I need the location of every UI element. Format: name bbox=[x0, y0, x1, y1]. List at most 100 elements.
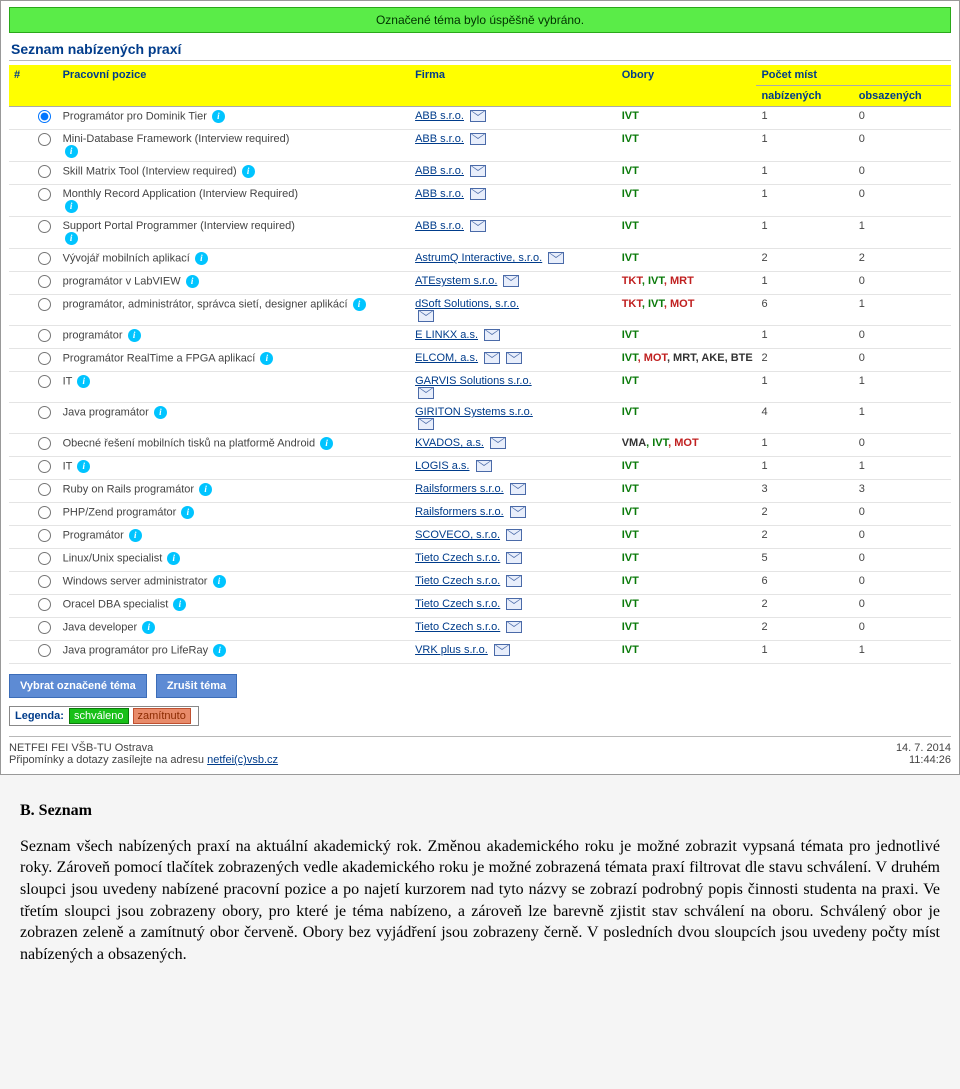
cancel-topic-button[interactable]: Zrušit téma bbox=[156, 674, 237, 698]
row-radio[interactable] bbox=[38, 133, 51, 146]
info-icon[interactable]: i bbox=[353, 298, 366, 311]
mail-icon[interactable] bbox=[548, 252, 564, 264]
info-icon[interactable]: i bbox=[260, 352, 273, 365]
mail-icon[interactable] bbox=[490, 437, 506, 449]
mail-icon[interactable] bbox=[506, 621, 522, 633]
company-link[interactable]: ABB s.r.o. bbox=[415, 110, 464, 122]
mail-icon[interactable] bbox=[484, 352, 500, 364]
company-link[interactable]: LOGIS a.s. bbox=[415, 460, 469, 472]
row-radio-cell bbox=[33, 185, 57, 217]
mail-icon[interactable] bbox=[510, 506, 526, 518]
action-row: Vybrat označené téma Zrušit téma bbox=[9, 674, 951, 698]
info-icon[interactable]: i bbox=[65, 200, 78, 213]
row-radio[interactable] bbox=[38, 406, 51, 419]
row-radio[interactable] bbox=[38, 275, 51, 288]
mail-icon[interactable] bbox=[503, 275, 519, 287]
company-link[interactable]: GARVIS Solutions s.r.o. bbox=[415, 375, 532, 387]
mail-icon[interactable] bbox=[484, 329, 500, 341]
info-icon[interactable]: i bbox=[199, 483, 212, 496]
company-link[interactable]: ABB s.r.o. bbox=[415, 165, 464, 177]
company-link[interactable]: AstrumQ Interactive, s.r.o. bbox=[415, 252, 542, 264]
row-radio[interactable] bbox=[38, 598, 51, 611]
row-radio[interactable] bbox=[38, 329, 51, 342]
info-icon[interactable]: i bbox=[320, 437, 333, 450]
info-icon[interactable]: i bbox=[128, 329, 141, 342]
row-radio[interactable] bbox=[38, 460, 51, 473]
company-link[interactable]: Railsformers s.r.o. bbox=[415, 506, 504, 518]
info-icon[interactable]: i bbox=[213, 644, 226, 657]
internships-table: # Pracovní pozice Firma Obory Počet míst… bbox=[9, 65, 951, 664]
row-radio-cell bbox=[33, 272, 57, 295]
company-link[interactable]: Tieto Czech s.r.o. bbox=[415, 575, 500, 587]
row-radio[interactable] bbox=[38, 529, 51, 542]
mail-icon[interactable] bbox=[418, 310, 434, 322]
mail-icon[interactable] bbox=[418, 387, 434, 399]
company-link[interactable]: VRK plus s.r.o. bbox=[415, 644, 488, 656]
info-icon[interactable]: i bbox=[77, 460, 90, 473]
row-radio[interactable] bbox=[38, 644, 51, 657]
company-link[interactable]: GIRITON Systems s.r.o. bbox=[415, 406, 533, 418]
row-radio[interactable] bbox=[38, 298, 51, 311]
info-icon[interactable]: i bbox=[65, 145, 78, 158]
row-radio[interactable] bbox=[38, 352, 51, 365]
mail-icon[interactable] bbox=[506, 598, 522, 610]
row-radio[interactable] bbox=[38, 437, 51, 450]
row-radio[interactable] bbox=[38, 621, 51, 634]
mail-icon[interactable] bbox=[470, 165, 486, 177]
mail-icon[interactable] bbox=[506, 575, 522, 587]
info-icon[interactable]: i bbox=[142, 621, 155, 634]
info-icon[interactable]: i bbox=[186, 275, 199, 288]
row-radio[interactable] bbox=[38, 252, 51, 265]
company-link[interactable]: SCOVECO, s.r.o. bbox=[415, 529, 500, 541]
mail-icon[interactable] bbox=[510, 483, 526, 495]
company-link[interactable]: ATEsystem s.r.o. bbox=[415, 275, 497, 287]
info-icon[interactable]: i bbox=[173, 598, 186, 611]
mail-icon[interactable] bbox=[506, 529, 522, 541]
mail-icon[interactable] bbox=[506, 552, 522, 564]
company-link[interactable]: ABB s.r.o. bbox=[415, 188, 464, 200]
info-icon[interactable]: i bbox=[154, 406, 167, 419]
row-company: GIRITON Systems s.r.o. bbox=[410, 403, 617, 434]
info-icon[interactable]: i bbox=[65, 232, 78, 245]
company-link[interactable]: Tieto Czech s.r.o. bbox=[415, 552, 500, 564]
mail-icon[interactable] bbox=[494, 644, 510, 656]
company-link[interactable]: Tieto Czech s.r.o. bbox=[415, 621, 500, 633]
info-icon[interactable]: i bbox=[212, 110, 225, 123]
company-link[interactable]: dSoft Solutions, s.r.o. bbox=[415, 298, 519, 310]
company-link[interactable]: ELCOM, a.s. bbox=[415, 352, 478, 364]
mail-icon[interactable] bbox=[476, 460, 492, 472]
row-taken: 0 bbox=[854, 434, 951, 457]
row-radio[interactable] bbox=[38, 506, 51, 519]
company-link[interactable]: KVADOS, a.s. bbox=[415, 437, 484, 449]
mail-icon[interactable] bbox=[470, 220, 486, 232]
company-link[interactable]: Railsformers s.r.o. bbox=[415, 483, 504, 495]
company-link[interactable]: ABB s.r.o. bbox=[415, 133, 464, 145]
select-topic-button[interactable]: Vybrat označené téma bbox=[9, 674, 147, 698]
row-radio[interactable] bbox=[38, 220, 51, 233]
row-radio[interactable] bbox=[38, 375, 51, 388]
row-radio[interactable] bbox=[38, 552, 51, 565]
mail-icon[interactable] bbox=[470, 133, 486, 145]
info-icon[interactable]: i bbox=[129, 529, 142, 542]
mail-icon[interactable] bbox=[506, 352, 522, 364]
row-radio[interactable] bbox=[38, 188, 51, 201]
mail-icon[interactable] bbox=[470, 188, 486, 200]
info-icon[interactable]: i bbox=[195, 252, 208, 265]
info-icon[interactable]: i bbox=[167, 552, 180, 565]
row-radio[interactable] bbox=[38, 110, 51, 123]
row-radio[interactable] bbox=[38, 575, 51, 588]
row-radio[interactable] bbox=[38, 165, 51, 178]
info-icon[interactable]: i bbox=[213, 575, 226, 588]
info-icon[interactable]: i bbox=[242, 165, 255, 178]
company-link[interactable]: ABB s.r.o. bbox=[415, 220, 464, 232]
company-link[interactable]: Tieto Czech s.r.o. bbox=[415, 598, 500, 610]
info-icon[interactable]: i bbox=[181, 506, 194, 519]
info-icon[interactable]: i bbox=[77, 375, 90, 388]
company-link[interactable]: E LINKX a.s. bbox=[415, 329, 478, 341]
mail-icon[interactable] bbox=[470, 110, 486, 122]
description-paragraph: Seznam všech nabízených praxí na aktuáln… bbox=[20, 836, 940, 966]
row-radio[interactable] bbox=[38, 483, 51, 496]
mail-icon[interactable] bbox=[418, 418, 434, 430]
footer-contact-link[interactable]: netfei(c)vsb.cz bbox=[207, 754, 278, 766]
row-company: Tieto Czech s.r.o. bbox=[410, 572, 617, 595]
